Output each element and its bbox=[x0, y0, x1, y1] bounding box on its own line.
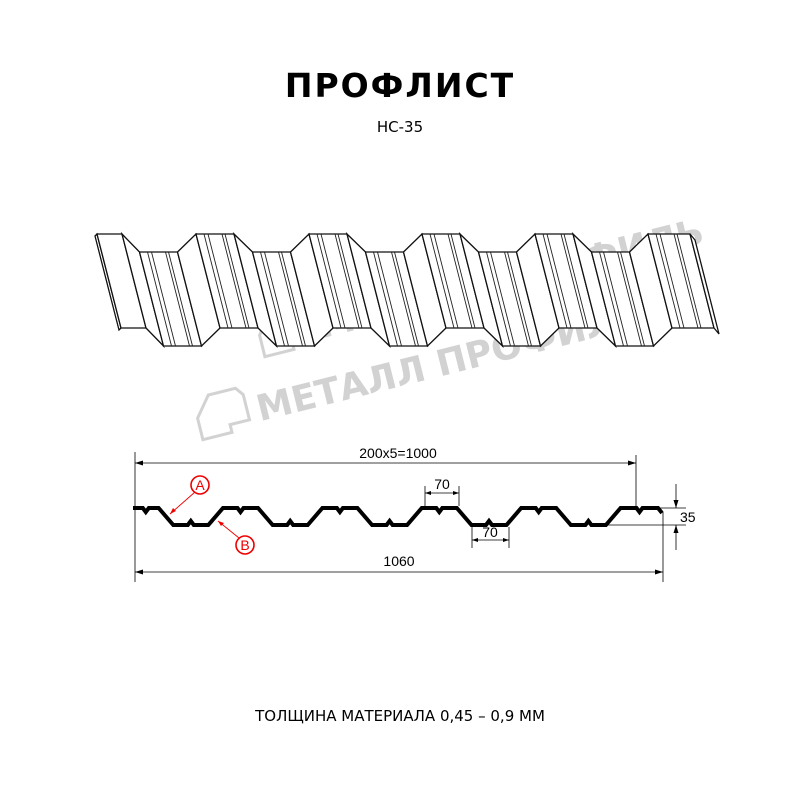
sheet-groove-line bbox=[391, 251, 416, 347]
sheet-groove-line bbox=[316, 233, 342, 329]
sheet-groove-line bbox=[281, 251, 306, 347]
sheet-groove-line bbox=[599, 251, 624, 347]
sheet-groove-line bbox=[542, 233, 568, 329]
sheet-groove-line bbox=[429, 233, 455, 329]
sheet-groove-line bbox=[278, 251, 303, 347]
sheet-groove-line bbox=[260, 251, 285, 347]
dim-top-width-label: 70 bbox=[434, 476, 450, 492]
sheet-groove-line bbox=[676, 233, 702, 329]
sheet-face bbox=[689, 233, 720, 335]
sheet-groove-line bbox=[151, 251, 176, 347]
sheet-groove-line bbox=[546, 233, 572, 329]
sheet-groove-line bbox=[207, 233, 233, 329]
dim-height-label: 35 bbox=[680, 509, 696, 525]
sheet-groove-line bbox=[203, 233, 229, 329]
callout-a: A bbox=[169, 475, 210, 515]
sheet-groove-line bbox=[334, 233, 360, 329]
sheet-groove-line bbox=[450, 233, 476, 329]
sheet-groove-line bbox=[224, 233, 250, 329]
dimension-lines bbox=[134, 452, 686, 582]
sheet-groove-line bbox=[394, 251, 419, 347]
callout-b: B bbox=[217, 520, 255, 555]
sheet-groove-line bbox=[659, 233, 685, 329]
sheet-groove-line bbox=[433, 233, 459, 329]
dim-bottom-width-label: 70 bbox=[482, 524, 498, 540]
watermark-logo-icon bbox=[195, 386, 252, 442]
sheet-groove-line bbox=[221, 233, 247, 329]
sheet-groove-line bbox=[165, 251, 190, 347]
sheet-groove-line bbox=[447, 233, 473, 329]
sheet-groove-line bbox=[617, 251, 642, 347]
profile-section bbox=[133, 506, 664, 527]
sheet-groove-line bbox=[264, 251, 289, 347]
sheet-groove-line bbox=[560, 233, 586, 329]
model-subtitle: НС-35 bbox=[376, 118, 424, 136]
page-title: ПРОФЛИСТ bbox=[284, 66, 516, 105]
sheet-groove-line bbox=[147, 251, 172, 347]
material-thickness-note: ТОЛЩИНА МАТЕРИАЛА 0,45 – 0,9 ММ bbox=[255, 707, 545, 725]
sheet-groove-line bbox=[507, 251, 532, 347]
sheet-groove-line bbox=[320, 233, 346, 329]
sheet-groove-line bbox=[490, 251, 515, 347]
sheet-3d-view bbox=[94, 231, 720, 349]
sheet-groove-line bbox=[486, 251, 511, 347]
sheet-groove-line bbox=[504, 251, 529, 347]
dimension-arrows bbox=[135, 460, 679, 575]
sheet-groove-line bbox=[655, 233, 681, 329]
sheet-groove-line bbox=[168, 251, 193, 347]
callout-b-label: B bbox=[240, 537, 249, 553]
sheet-groove-line bbox=[373, 251, 398, 347]
sheet-groove-line bbox=[563, 233, 589, 329]
sheet-groove-line bbox=[620, 251, 645, 347]
sheet-groove-line bbox=[603, 251, 628, 347]
callout-a-label: A bbox=[195, 477, 205, 493]
sheet-groove-line bbox=[337, 233, 363, 329]
sheet-groove-line bbox=[673, 233, 699, 329]
dim-pitch-label: 200x5=1000 bbox=[359, 445, 437, 461]
dim-total-width-label: 1060 bbox=[383, 553, 414, 569]
sheet-groove-line bbox=[377, 251, 402, 347]
